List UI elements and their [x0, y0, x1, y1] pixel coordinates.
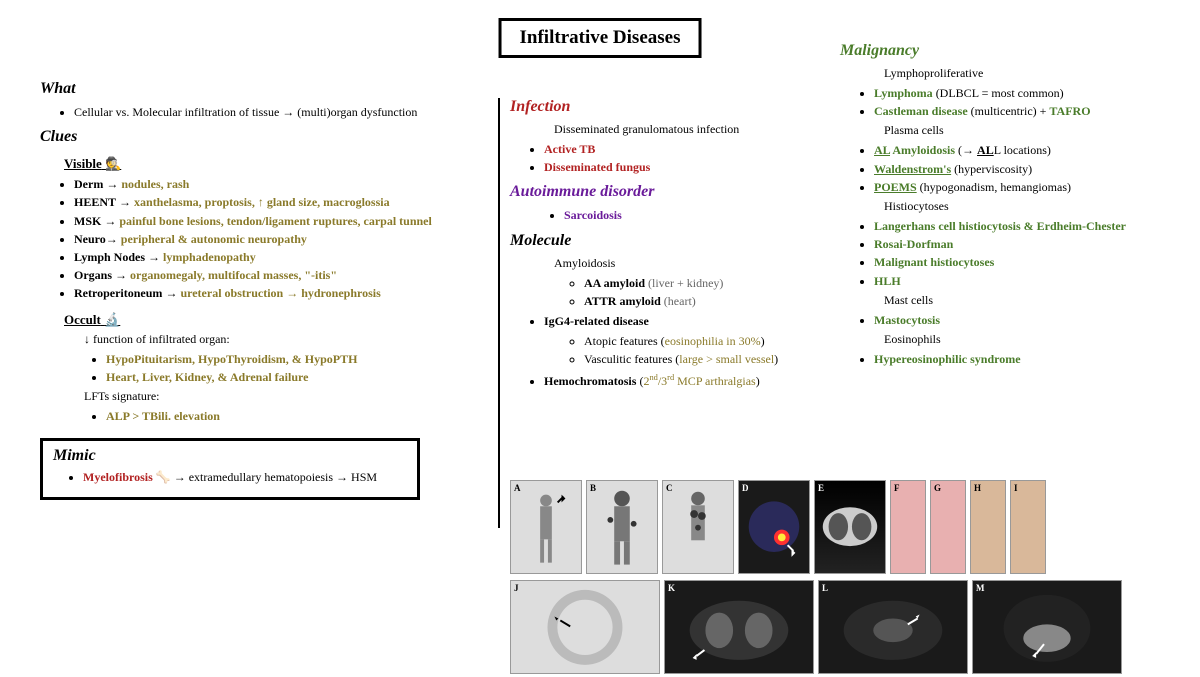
- thumbnail: E: [814, 480, 886, 574]
- thumbnail: F: [890, 480, 926, 574]
- list-item: Atopic features (eosinophilia in 30%): [584, 333, 820, 349]
- list-item: Waldenstrom's (hyperviscosity): [874, 161, 1180, 177]
- list-item: HypoPituitarism, HypoThyroidism, & HypoP…: [106, 351, 480, 367]
- list-item: AA amyloid (liver + kidney): [584, 275, 820, 291]
- list-item: Hemochromatosis (2nd/3rd MCP arthralgias…: [544, 372, 820, 389]
- page-title: Infiltrative Diseases: [520, 27, 681, 48]
- list-item: ATTR amyloid (heart): [584, 293, 820, 309]
- list-autoimmune: Sarcoidosis: [564, 207, 820, 223]
- list-item: Cellular vs. Molecular infiltration of t…: [74, 104, 480, 120]
- list-item: Sarcoidosis: [564, 207, 820, 223]
- column-middle: Infection Disseminated granulomatous inf…: [510, 90, 820, 393]
- list-item: MSK → painful bone lesions, tendon/ligam…: [74, 213, 480, 229]
- list-amyloid: AA amyloid (liver + kidney) ATTR amyloid…: [584, 275, 820, 309]
- occult-sub1: ↓ function of infiltrated organ:: [84, 332, 480, 347]
- thumbnail: M: [972, 580, 1122, 674]
- list-item: Langerhans cell histiocytosis & Erdheim-…: [874, 218, 1180, 234]
- sub-lympho: Lymphoproliferative: [884, 66, 1180, 81]
- thumbnail-row-1: A B C D E F G H I: [510, 480, 1046, 574]
- sub-eos: Eosinophils: [884, 332, 1180, 347]
- sub-plasma: Plasma cells: [884, 123, 1180, 138]
- list-eos: Hypereosinophilic syndrome: [874, 351, 1180, 367]
- subheading-visible: Visible 🕵️: [64, 156, 480, 172]
- thumbnail: H: [970, 480, 1006, 574]
- list-item: Disseminated fungus: [544, 159, 820, 175]
- list-item: HEENT → xanthelasma, proptosis, ↑ gland …: [74, 194, 480, 210]
- list-item: Derm → nodules, rash: [74, 176, 480, 192]
- detective-icon: 🕵️: [105, 156, 121, 171]
- occult-sub2: LFTs signature:: [84, 389, 480, 404]
- list-lympho: Lymphoma (DLBCL = most common) Castleman…: [874, 85, 1180, 119]
- bone-icon: 🦴: [156, 470, 171, 484]
- list-item: Active TB: [544, 141, 820, 157]
- list-hemo: Hemochromatosis (2nd/3rd MCP arthralgias…: [544, 372, 820, 389]
- list-plasma: AL Amyloidosis (→ ALL locations) Waldens…: [874, 142, 1180, 195]
- list-visible: Derm → nodules, rash HEENT → xanthelasma…: [74, 176, 480, 301]
- sub-mast: Mast cells: [884, 293, 1180, 308]
- list-item: Castleman disease (multicentric) + TAFRO: [874, 103, 1180, 119]
- list-item: Myelofibrosis 🦴 → extramedullary hematop…: [83, 469, 407, 485]
- list-igg4: IgG4-related disease: [544, 313, 820, 329]
- list-item: Rosai-Dorfman: [874, 236, 1180, 252]
- subheading-occult-text: Occult: [64, 312, 101, 327]
- thumbnail: L: [818, 580, 968, 674]
- thumbnail: K: [664, 580, 814, 674]
- heading-what: What: [40, 80, 480, 98]
- list-item: Heart, Liver, Kidney, & Adrenal failure: [106, 369, 480, 385]
- list-item: IgG4-related disease: [544, 313, 820, 329]
- amyloid-sub: Amyloidosis: [554, 256, 820, 271]
- column-divider: [498, 98, 500, 528]
- list-what: Cellular vs. Molecular infiltration of t…: [74, 104, 480, 120]
- thumbnail-row-2: J K L M: [510, 580, 1122, 674]
- list-item: Lymph Nodes → lymphadenopathy: [74, 249, 480, 265]
- subheading-visible-text: Visible: [64, 156, 102, 171]
- list-item: Malignant histiocytoses: [874, 254, 1180, 270]
- list-histio: Langerhans cell histiocytosis & Erdheim-…: [874, 218, 1180, 289]
- microscope-icon: 🔬: [104, 312, 120, 327]
- heading-malignancy: Malignancy: [840, 42, 1180, 60]
- list-item: Organs → organomegaly, multifocal masses…: [74, 267, 480, 283]
- list-item: Retroperitoneum → ureteral obstruction →…: [74, 285, 480, 301]
- list-item: Neuro→ peripheral & autonomic neuropathy: [74, 231, 480, 247]
- list-mimic: Myelofibrosis 🦴 → extramedullary hematop…: [83, 469, 407, 485]
- thumbnail: J: [510, 580, 660, 674]
- infection-sub: Disseminated granulomatous infection: [554, 122, 820, 137]
- list-igg4-inner: Atopic features (eosinophilia in 30%) Va…: [584, 333, 820, 367]
- heading-infection: Infection: [510, 98, 820, 116]
- sub-histio: Histiocytoses: [884, 199, 1180, 214]
- thumbnail: D: [738, 480, 810, 574]
- column-left: What Cellular vs. Molecular infiltration…: [40, 72, 480, 500]
- list-occult2: ALP > TBili. elevation: [106, 408, 480, 424]
- list-item: Vasculitic features (large > small vesse…: [584, 351, 820, 367]
- heading-molecule: Molecule: [510, 232, 820, 250]
- list-item: Lymphoma (DLBCL = most common): [874, 85, 1180, 101]
- thumbnail: G: [930, 480, 966, 574]
- list-item: POEMS (hypogonadism, hemangiomas): [874, 179, 1180, 195]
- list-mast: Mastocytosis: [874, 312, 1180, 328]
- mimic-box: Mimic Myelofibrosis 🦴 → extramedullary h…: [40, 438, 420, 500]
- heading-autoimmune: Autoimmune disorder: [510, 183, 820, 201]
- thumbnail: C: [662, 480, 734, 574]
- column-right: Malignancy Lymphoproliferative Lymphoma …: [840, 34, 1180, 371]
- heading-mimic: Mimic: [53, 447, 407, 465]
- thumbnail: I: [1010, 480, 1046, 574]
- subheading-occult: Occult 🔬: [64, 312, 480, 328]
- list-item: ALP > TBili. elevation: [106, 408, 480, 424]
- list-item: Mastocytosis: [874, 312, 1180, 328]
- list-occult1: HypoPituitarism, HypoThyroidism, & HypoP…: [106, 351, 480, 385]
- thumbnail: A: [510, 480, 582, 574]
- thumbnail: B: [586, 480, 658, 574]
- list-item: Hypereosinophilic syndrome: [874, 351, 1180, 367]
- list-item: HLH: [874, 273, 1180, 289]
- list-item: AL Amyloidosis (→ ALL locations): [874, 142, 1180, 158]
- page-title-box: Infiltrative Diseases: [499, 18, 702, 58]
- heading-clues: Clues: [40, 128, 480, 146]
- list-infection: Active TB Disseminated fungus: [544, 141, 820, 175]
